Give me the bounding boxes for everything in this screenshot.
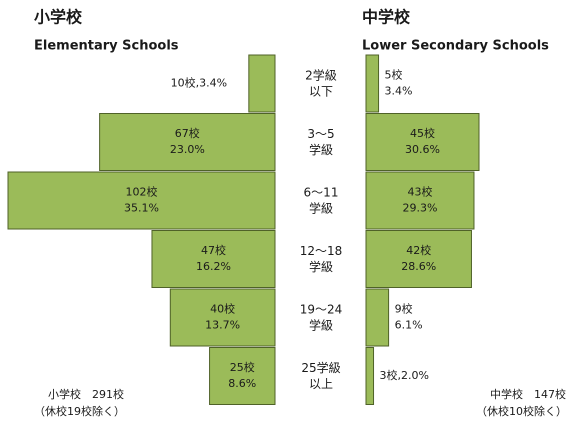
bar [365,347,375,405]
data-label: 42校 28.6% [401,243,436,273]
bar [209,347,276,405]
category-label: 2学級以下 [305,67,337,98]
data-label: 67校 23.0% [170,126,205,156]
bar [365,288,390,347]
data-label: 3校,2.0% [380,368,429,382]
chart-title: 中学校 [362,8,411,27]
bar [169,288,276,347]
bar [365,230,472,288]
chart-subtitle: Lower Secondary Schools [362,39,549,54]
data-label: 40校 13.7% [205,302,240,332]
bar [248,54,276,113]
bar [99,113,276,171]
bar [365,113,480,171]
category-label: 6～11 学級 [304,185,339,215]
annotation: （休校10校除く） [476,404,567,418]
bar [365,54,380,113]
data-label: 5校 3.4% [385,68,413,98]
annotation: 小学校 291校 [48,387,124,401]
data-label: 10校,3.4% [171,76,227,90]
chart-subtitle: Elementary Schools [34,39,179,54]
data-label: 25校 8.6% [228,360,256,390]
category-label: 3～5 学級 [307,127,334,157]
bar [151,230,276,288]
data-label: 45校 30.6% [405,126,440,156]
annotation: 中学校 147校 [490,387,566,401]
bar [365,171,475,230]
data-label: 43校 29.3% [403,185,438,215]
annotation: （休校19校除く） [34,404,125,418]
data-label: 102校 35.1% [124,185,159,215]
category-label: 12～18 学級 [300,244,343,274]
category-label: 25学級以上 [301,360,340,391]
category-label: 19～24 学級 [300,302,343,332]
bar [7,171,276,230]
data-label: 47校 16.2% [196,243,231,273]
chart-title: 小学校 [34,8,83,27]
data-label: 9校 6.1% [395,302,423,332]
